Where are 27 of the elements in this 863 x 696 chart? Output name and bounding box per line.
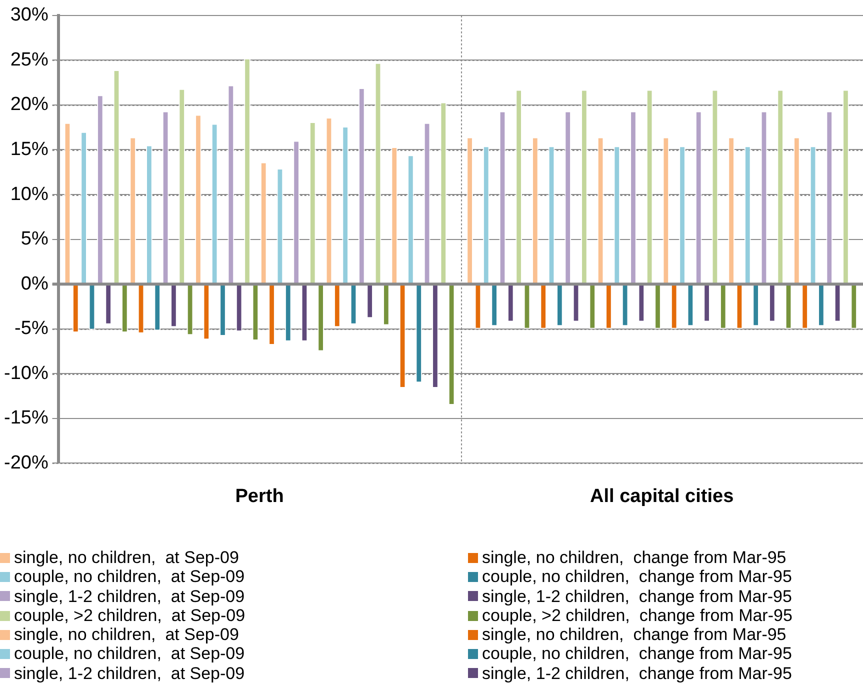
legend-label: single, 1-2 children, at Sep-09 xyxy=(14,664,245,684)
x-tick-label: All capital cities xyxy=(590,486,734,507)
legend-label: single, 1-2 children, at Sep-09 xyxy=(14,586,245,606)
legend-label: single, 1-2 children, change from Mar-95 xyxy=(482,664,792,684)
x-tick-label: Perth xyxy=(235,486,284,507)
y-tick-label: 25% xyxy=(10,49,48,70)
legend-label: couple, no children, at Sep-09 xyxy=(14,567,245,587)
y-tick-label: -10% xyxy=(4,362,48,384)
y-tick-label: -20% xyxy=(4,452,48,474)
legend-label: couple, no children, change from Mar-95 xyxy=(482,567,792,587)
legend-label: single, no children, at Sep-09 xyxy=(14,548,239,568)
y-tick-label: 20% xyxy=(10,94,48,116)
legend-label: single, no children, change from Mar-95 xyxy=(482,548,786,568)
y-tick-label: -15% xyxy=(4,408,48,429)
y-tick-label: 0% xyxy=(20,273,48,294)
legend-label: couple, >2 children, change from Mar-95 xyxy=(482,606,792,626)
y-tick-label: -5% xyxy=(14,318,48,340)
legend-label: couple, no children, change from Mar-95 xyxy=(482,644,792,664)
legend-label: couple, >2 children, at Sep-09 xyxy=(14,606,246,626)
legend-label: single, no children, at Sep-09 xyxy=(14,625,239,644)
y-tick-label: 10% xyxy=(10,184,48,205)
legend-label: single, no children, change from Mar-95 xyxy=(482,625,786,644)
y-tick-label: 30% xyxy=(10,4,48,26)
y-tick-label: 15% xyxy=(10,138,48,160)
legend-label: couple, no children, at Sep-09 xyxy=(14,644,245,664)
legend-label: single, 1-2 children, change from Mar-95 xyxy=(482,586,792,606)
y-tick-label: 5% xyxy=(20,228,48,250)
